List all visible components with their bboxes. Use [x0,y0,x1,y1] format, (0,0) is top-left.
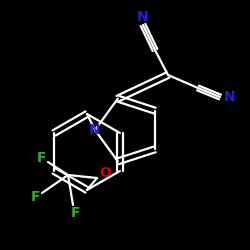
Text: N: N [89,123,101,137]
Text: F: F [36,151,46,165]
Text: F: F [30,190,40,204]
Text: F: F [70,206,80,220]
Text: O: O [99,166,111,180]
Text: N: N [224,90,236,104]
Text: N: N [137,10,149,24]
